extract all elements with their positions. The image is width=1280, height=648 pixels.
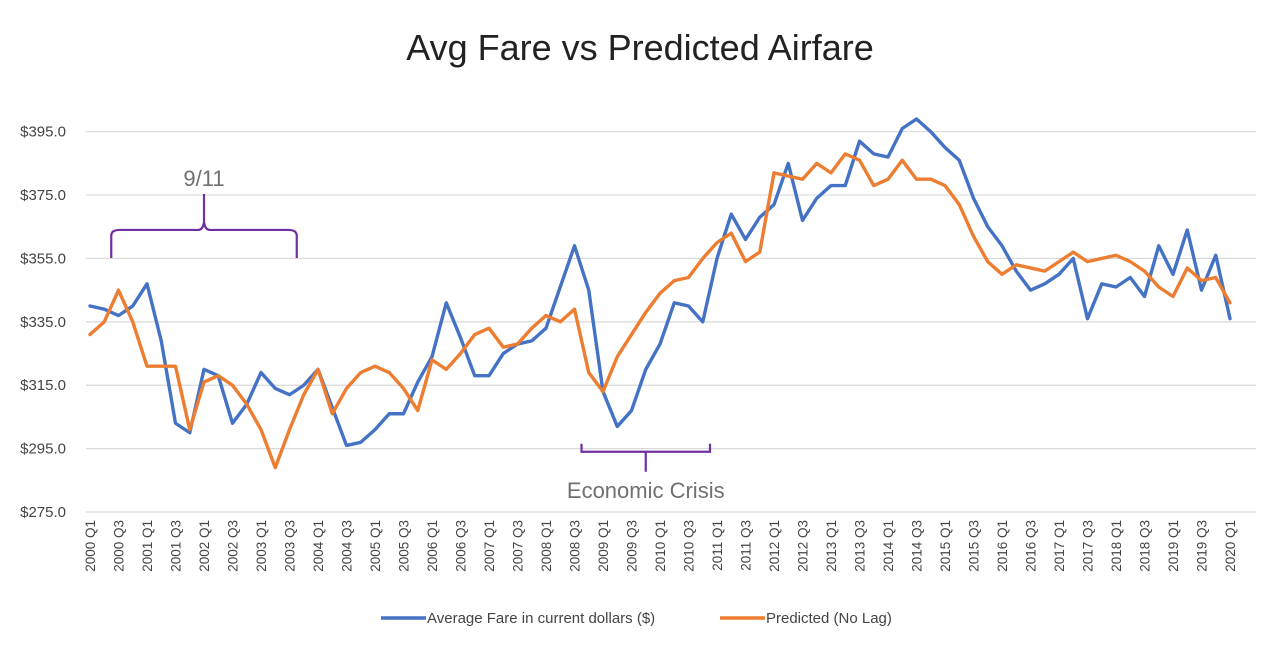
x-tick-label: 2000 Q1 <box>83 520 98 572</box>
annotation-2: Economic Crisis <box>567 443 725 503</box>
x-tick-label: 2004 Q3 <box>340 520 355 572</box>
x-tick-label: 2010 Q1 <box>653 520 668 572</box>
x-tick-label: 2015 Q1 <box>938 520 953 572</box>
x-tick-label: 2007 Q3 <box>511 520 526 572</box>
x-tick-label: 2011 Q1 <box>710 520 725 571</box>
series-lines <box>88 117 1232 470</box>
x-tick-label: 2002 Q1 <box>197 520 212 572</box>
x-tick-label: 2008 Q3 <box>568 520 583 572</box>
x-axis-ticks: 2000 Q1 2000 Q3 2001 Q1 2001 Q3 2002 Q1 2002 … <box>83 520 1238 572</box>
x-tick-label: 2008 Q1 <box>539 520 554 572</box>
x-tick-label: 2012 Q3 <box>796 520 811 572</box>
x-tick-label: 2017 Q3 <box>1081 520 1096 572</box>
x-tick-label: 2009 Q1 <box>596 520 611 572</box>
annotations: 9/11 Economic Crisis <box>110 166 725 503</box>
x-tick-label: 2005 Q1 <box>368 520 383 572</box>
x-tick-label: 2018 Q3 <box>1138 520 1153 572</box>
y-tick-label: $295.0 <box>20 441 66 458</box>
x-tick-label: 2014 Q3 <box>910 520 925 572</box>
x-tick-label: 2020 Q1 <box>1223 520 1238 572</box>
x-tick-label: 2006 Q3 <box>454 520 469 572</box>
x-tick-label: 2016 Q3 <box>1024 520 1039 572</box>
x-tick-label: 2003 Q3 <box>283 520 298 572</box>
annotation-brace <box>110 193 298 258</box>
y-tick-label: $315.0 <box>20 377 66 394</box>
x-tick-label: 2019 Q1 <box>1166 520 1181 572</box>
x-tick-label: 2010 Q3 <box>682 520 697 572</box>
legend-label: Predicted (No Lag) <box>766 610 892 627</box>
legend: Average Fare in current dollars ($) Predi… <box>381 610 892 627</box>
x-tick-label: 2016 Q1 <box>995 520 1010 572</box>
x-tick-label: 2003 Q1 <box>254 520 269 572</box>
y-tick-label: $375.0 <box>20 187 66 204</box>
x-tick-label: 2012 Q1 <box>767 520 782 572</box>
x-tick-label: 2019 Q3 <box>1195 520 1210 572</box>
y-tick-label: $335.0 <box>20 314 66 331</box>
x-tick-label: 2011 Q3 <box>739 520 754 571</box>
x-tick-label: 2006 Q1 <box>425 520 440 572</box>
series-line-1 <box>88 117 1232 448</box>
annotation-label: 9/11 <box>183 166 224 191</box>
series-line-2 <box>88 152 1232 470</box>
annotation-label: Economic Crisis <box>567 478 725 503</box>
gridlines <box>86 131 1256 513</box>
legend-item-2: Predicted (No Lag) <box>720 610 892 627</box>
x-tick-label: 2013 Q3 <box>853 520 868 572</box>
x-tick-label: 2015 Q3 <box>967 520 982 572</box>
annotation-brace <box>580 443 712 472</box>
x-tick-label: 2013 Q1 <box>824 520 839 572</box>
annotation-1: 9/11 <box>110 166 298 258</box>
y-tick-label: $355.0 <box>20 250 66 267</box>
legend-item-1: Average Fare in current dollars ($) <box>381 610 655 627</box>
legend-label: Average Fare in current dollars ($) <box>427 610 655 627</box>
x-tick-label: 2017 Q1 <box>1052 520 1067 572</box>
x-tick-label: 2001 Q1 <box>140 520 155 572</box>
x-tick-label: 2009 Q3 <box>625 520 640 572</box>
x-tick-label: 2007 Q1 <box>482 520 497 572</box>
x-tick-label: 2018 Q1 <box>1109 520 1124 572</box>
y-tick-label: $395.0 <box>20 124 66 141</box>
x-tick-label: 2002 Q3 <box>226 520 241 572</box>
x-tick-label: 2004 Q1 <box>311 520 326 572</box>
x-tick-label: 2014 Q1 <box>881 520 896 572</box>
x-tick-label: 2001 Q3 <box>169 520 184 572</box>
y-tick-label: $275.0 <box>20 504 66 521</box>
y-axis-ticks: $275.0 $295.0 $315.0 $335.0 $355.0 $375.0 $395… <box>20 124 66 521</box>
x-tick-label: 2000 Q3 <box>112 520 127 572</box>
chart-title: Avg Fare vs Predicted Airfare <box>406 27 874 68</box>
x-tick-label: 2005 Q3 <box>397 520 412 572</box>
